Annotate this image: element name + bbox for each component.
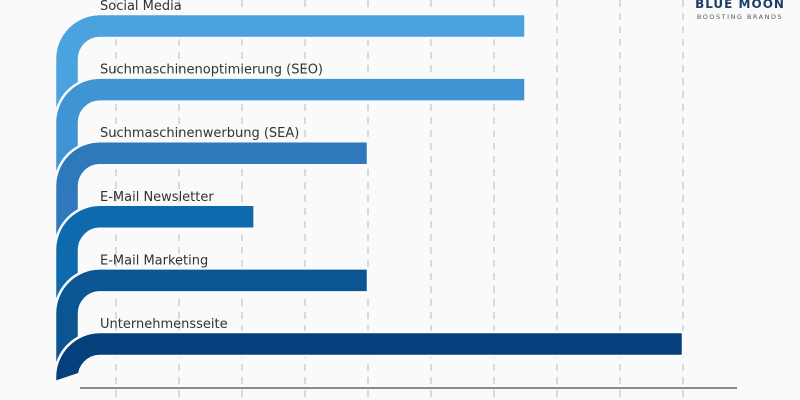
logo-title: BLUE MOON xyxy=(695,0,785,11)
x-tick-label: 10% xyxy=(120,398,147,400)
logo: BLUE MOON BOOSTING BRANDS xyxy=(690,0,790,21)
bar xyxy=(53,76,527,174)
bar-label: Suchmaschinenwerbung (SEA) xyxy=(100,126,299,141)
bar xyxy=(53,203,256,302)
x-tick-label: 70% xyxy=(498,398,525,400)
bar-label: E-Mail Newsletter xyxy=(100,190,214,205)
x-tick-label: 50% xyxy=(372,398,399,400)
x-tick-label: 40% xyxy=(309,398,336,400)
x-tick-label: 90% xyxy=(624,398,651,400)
x-tick-label: 100% xyxy=(687,398,721,400)
bar xyxy=(53,330,685,384)
bar xyxy=(53,267,370,365)
x-tick-label: 80% xyxy=(561,398,588,400)
x-tick-label: 60% xyxy=(435,398,462,400)
bar-label: Suchmaschinenoptimierung (SEO) xyxy=(100,63,323,78)
bar xyxy=(53,139,370,238)
logo-subtitle: BOOSTING BRANDS xyxy=(696,13,784,21)
x-tick-label: 20% xyxy=(183,398,210,400)
x-tick-label: 30% xyxy=(246,398,273,400)
bar xyxy=(53,12,527,111)
bar-label: E-Mail Marketing xyxy=(100,253,208,268)
bar-label: Unternehmensseite xyxy=(100,317,228,332)
bar-label: Social Media xyxy=(100,0,182,14)
